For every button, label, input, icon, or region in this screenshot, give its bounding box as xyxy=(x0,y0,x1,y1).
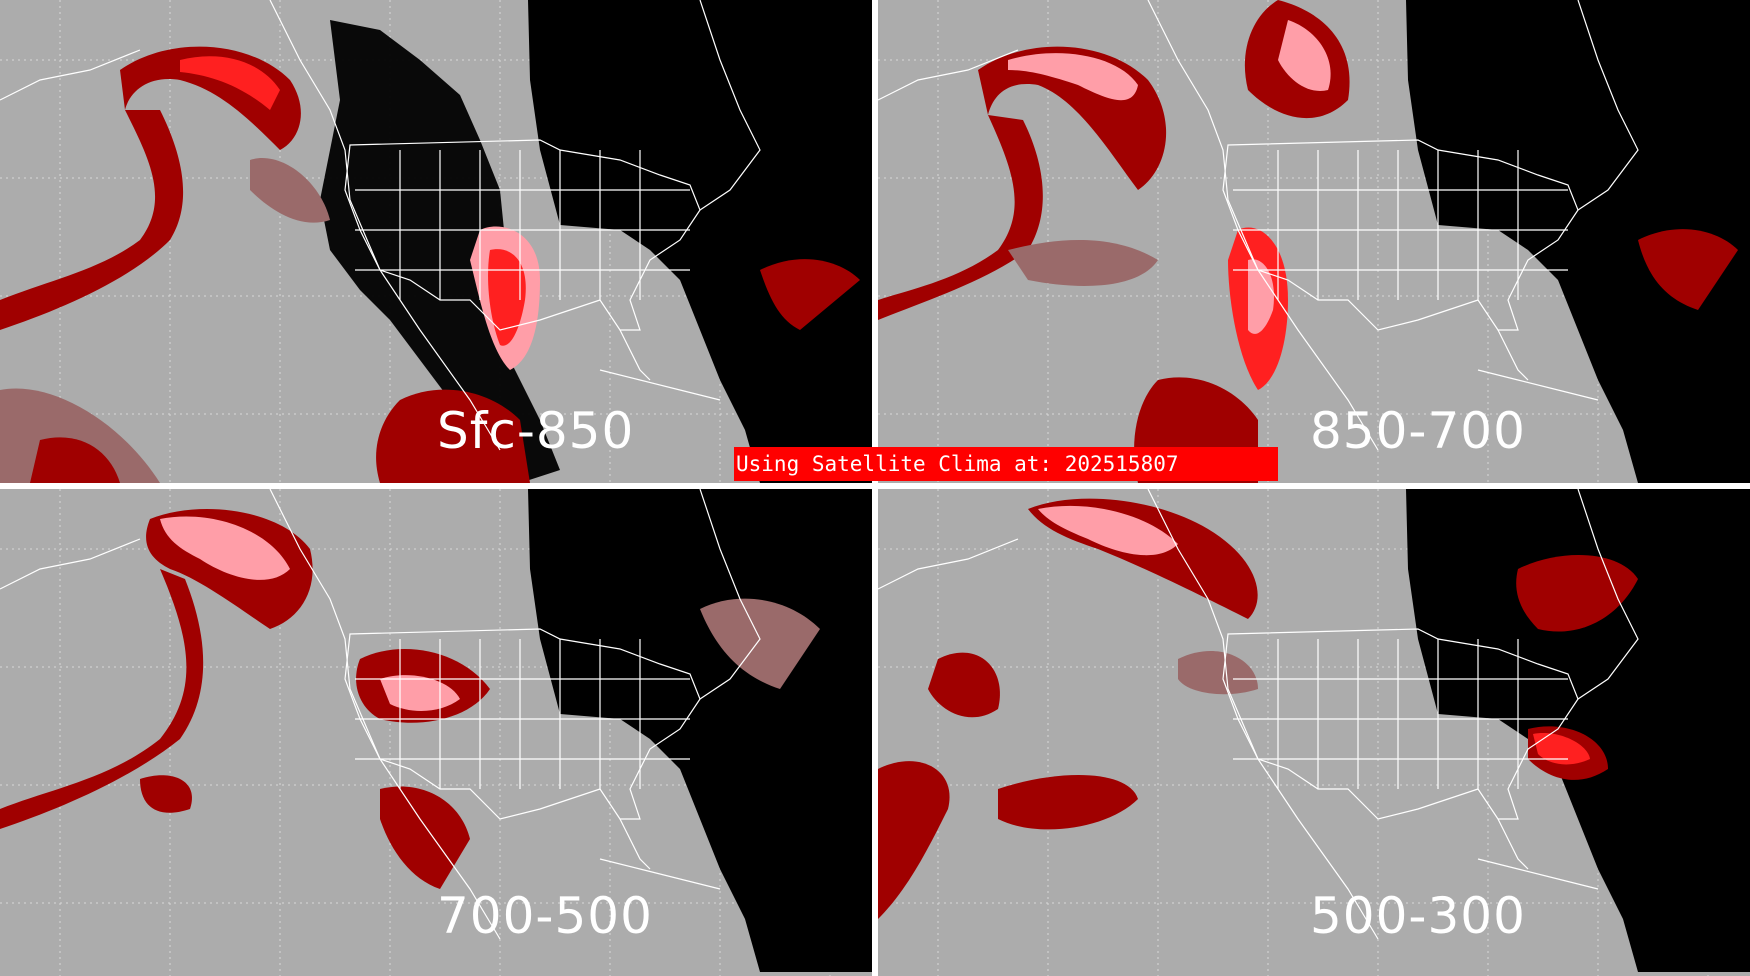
panel-label: Sfc-850 xyxy=(437,402,635,460)
map-layer xyxy=(0,489,872,976)
east-coastline xyxy=(1577,0,1639,211)
cloud-layer xyxy=(878,498,1638,919)
panel-label: 850-700 xyxy=(1310,402,1526,460)
cloud-area xyxy=(380,786,470,889)
cloud-area xyxy=(30,437,120,483)
cloud-area xyxy=(878,761,950,919)
night-region xyxy=(528,0,872,483)
cloud-area xyxy=(1008,240,1158,286)
night-region xyxy=(1406,489,1750,972)
alaska-coastline xyxy=(878,538,1019,590)
florida-outline xyxy=(619,818,651,870)
cloud-area xyxy=(1533,733,1590,765)
cloud-area xyxy=(180,56,280,110)
cloud-area xyxy=(700,598,820,689)
cloud-area xyxy=(998,775,1138,830)
cloud-area xyxy=(760,259,860,330)
cloud-area xyxy=(0,569,204,829)
map-layer xyxy=(0,0,872,483)
panel-label: 700-500 xyxy=(437,887,653,945)
night-region xyxy=(1406,0,1750,483)
cloud-area xyxy=(140,775,192,813)
alaska-coastline xyxy=(0,538,141,590)
cloud-area xyxy=(1248,259,1274,334)
map-layer xyxy=(878,489,1750,976)
satellite-clima-banner: Using Satellite Clima at: 202515807 xyxy=(734,447,1278,481)
caribbean-coastline xyxy=(599,858,721,890)
caribbean-coastline xyxy=(1477,369,1599,401)
east-coastline xyxy=(1577,489,1639,700)
cloud-layer xyxy=(0,46,860,483)
cloud-area xyxy=(488,249,526,346)
cloud-area xyxy=(1278,20,1331,91)
cloud-area xyxy=(0,110,184,330)
panel-label: 500-300 xyxy=(1310,887,1526,945)
cloud-area xyxy=(1178,650,1258,695)
panel-700-500: 700-500 xyxy=(0,489,872,976)
caribbean-coastline xyxy=(599,369,721,401)
political-borders xyxy=(0,489,761,940)
cloud-area xyxy=(878,115,1043,320)
cloud-area xyxy=(250,158,330,223)
cloud-area xyxy=(160,516,290,580)
west-coastline xyxy=(1147,0,1379,451)
west-coastline xyxy=(269,489,501,940)
panel-500-300: 500-300 xyxy=(878,489,1750,976)
east-coastline xyxy=(699,0,761,211)
political-borders xyxy=(878,0,1639,451)
alaska-coastline xyxy=(0,49,141,101)
political-borders xyxy=(0,0,761,451)
west-coastline xyxy=(1147,489,1379,940)
cloud-area xyxy=(376,389,530,483)
east-coastline xyxy=(699,489,761,700)
cloud-area xyxy=(1638,229,1738,310)
cloud-area xyxy=(1008,53,1138,101)
west-coastline xyxy=(269,0,501,451)
panel-sfc-850: Sfc-850 xyxy=(0,0,872,483)
political-borders xyxy=(878,489,1639,940)
cloud-area xyxy=(1038,505,1178,556)
florida-outline xyxy=(1497,329,1529,381)
caribbean-coastline xyxy=(1477,858,1599,890)
florida-outline xyxy=(619,329,651,381)
cloud-area xyxy=(928,652,1000,718)
alaska-coastline xyxy=(878,49,1019,101)
panel-850-700: 850-700 xyxy=(878,0,1750,483)
florida-outline xyxy=(1497,818,1529,870)
cloud-layer xyxy=(0,509,820,889)
